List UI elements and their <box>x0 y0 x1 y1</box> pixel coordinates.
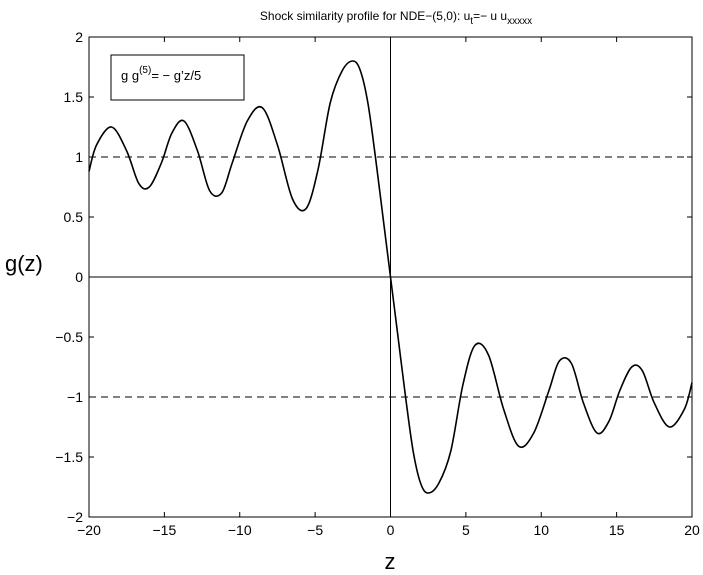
title-middle: =− u u <box>473 9 507 23</box>
legend-box <box>110 54 245 101</box>
y-tick-label: −1.5 <box>55 449 83 465</box>
x-tick-label: −5 <box>307 522 323 538</box>
y-tick-label: 0.5 <box>64 209 84 225</box>
x-tick-label: 20 <box>684 522 700 538</box>
title-main: Shock similarity profile for NDE−(5,0): … <box>260 9 470 23</box>
x-tick-label: 5 <box>462 522 470 538</box>
legend-suffix: = − g’z/5 <box>151 68 201 83</box>
legend: g g(5)= − g’z/5 <box>110 54 245 101</box>
chart-title: Shock similarity profile for NDE−(5,0): … <box>260 9 532 27</box>
y-tick-label: 0 <box>75 269 83 285</box>
y-tick-label: −0.5 <box>55 329 83 345</box>
x-tick-label: −20 <box>77 522 101 538</box>
y-axis-label: g(z) <box>5 251 43 276</box>
legend-superscript: (5) <box>139 65 151 76</box>
y-tick-label: −1 <box>67 389 83 405</box>
legend-entry: g g(5)= − g’z/5 <box>121 65 201 83</box>
x-tick-label: 10 <box>533 522 549 538</box>
y-tick-label: −2 <box>67 509 83 525</box>
y-tick-label: 1 <box>75 149 83 165</box>
x-tick-label: 15 <box>609 522 625 538</box>
y-axis-ticks: 2 1.5 1 0.5 0 −0.5 −1 −1.5 −2 <box>55 29 692 525</box>
title-subscript-t: t <box>470 16 473 27</box>
title-subscript-x: xxxxx <box>507 16 532 27</box>
series-line <box>88 60 693 494</box>
x-axis-label: z <box>385 549 396 574</box>
y-tick-label: 1.5 <box>64 89 84 105</box>
legend-prefix: g g <box>121 68 139 83</box>
y-tick-label: 2 <box>75 29 83 45</box>
x-axis-ticks: −20 −15 −10 −5 0 5 10 15 20 <box>77 37 700 538</box>
x-tick-label: −10 <box>228 522 252 538</box>
x-tick-label: 0 <box>387 522 395 538</box>
x-tick-label: −15 <box>153 522 177 538</box>
series-layer <box>88 60 693 494</box>
